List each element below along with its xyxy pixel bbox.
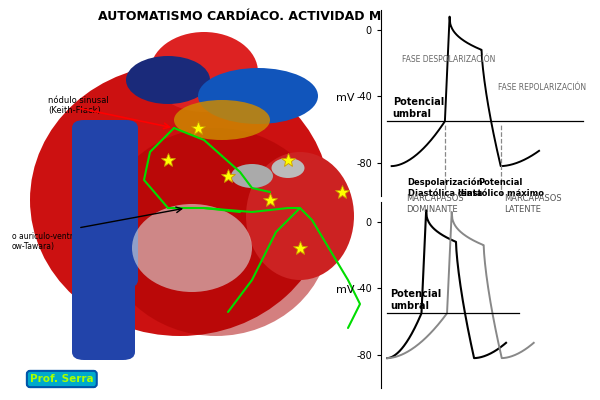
Ellipse shape xyxy=(174,100,270,140)
Text: nódulo sinusal
(Keith-Flack): nódulo sinusal (Keith-Flack) xyxy=(48,96,109,115)
Text: Despolarización
Diastólica lenta: Despolarización Diastólica lenta xyxy=(407,178,482,198)
Text: Prof. Serra: Prof. Serra xyxy=(30,374,94,384)
Text: Potencial
umbral: Potencial umbral xyxy=(391,289,442,311)
Ellipse shape xyxy=(231,164,273,188)
Ellipse shape xyxy=(102,128,330,336)
Text: FASE DESPOLARIZACIÓN: FASE DESPOLARIZACIÓN xyxy=(403,55,496,64)
Ellipse shape xyxy=(271,158,305,178)
Ellipse shape xyxy=(132,204,252,292)
Y-axis label: mV: mV xyxy=(336,93,355,103)
Text: Potencial
diastólico máximo: Potencial diastólico máximo xyxy=(458,178,544,198)
FancyBboxPatch shape xyxy=(72,120,138,288)
Ellipse shape xyxy=(246,152,354,280)
FancyBboxPatch shape xyxy=(72,256,135,360)
Ellipse shape xyxy=(30,64,330,336)
Text: o auriculo-ventricular
ow-Tawara): o auriculo-ventricular ow-Tawara) xyxy=(12,232,95,252)
Text: FASE REPOLARIZACIÓN: FASE REPOLARIZACIÓN xyxy=(498,83,586,92)
Ellipse shape xyxy=(198,68,318,124)
Y-axis label: mV: mV xyxy=(336,285,355,295)
Text: Potencial
umbral: Potencial umbral xyxy=(393,97,444,119)
Ellipse shape xyxy=(150,32,258,112)
Ellipse shape xyxy=(126,56,210,104)
Text: AUTOMATISMO CARDÍACO. ACTIVIDAD MARCAPASOS: AUTOMATISMO CARDÍACO. ACTIVIDAD MARCAPAS… xyxy=(98,10,466,23)
Text: MARCAPASOS
LATENTE: MARCAPASOS LATENTE xyxy=(505,194,562,214)
Text: MARCAPASOS
DOMINANTE: MARCAPASOS DOMINANTE xyxy=(407,194,464,214)
